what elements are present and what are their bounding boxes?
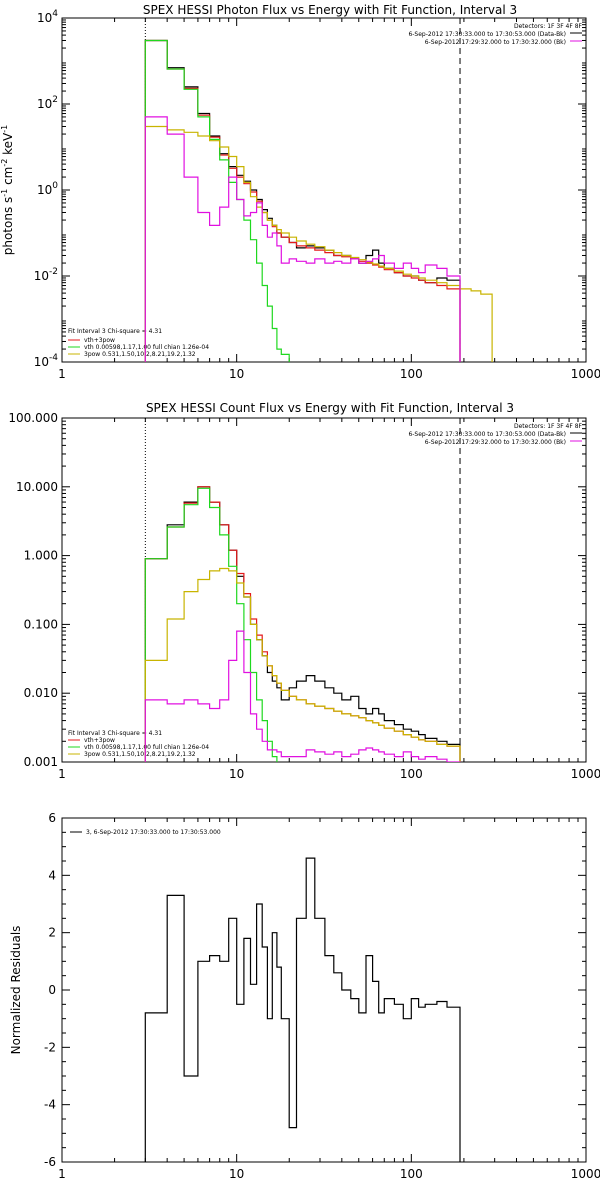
- series-3pow-line: [144, 125, 493, 362]
- x-tick-label: 100: [400, 367, 423, 381]
- photon-flux-panel: SPEX HESSI Photon Flux vs Energy with Fi…: [0, 3, 600, 381]
- y-tick-label: 6: [48, 811, 56, 825]
- photon-y-label-1: photons s: [1, 197, 15, 256]
- series-vth-3pow-line: [144, 486, 461, 762]
- y-tick-label: 100: [37, 181, 58, 197]
- count-databk-label: 6-Sep-2012 17:30:33.000 to 17:30:53.000 …: [408, 431, 566, 438]
- y-tick-label: 10-4: [34, 353, 59, 369]
- y-tick-label: -4: [44, 1098, 56, 1112]
- residuals-legend-label: 3, 6-Sep-2012 17:30:33.000 to 17:30:53.0…: [86, 829, 221, 836]
- x-tick-label: 10: [229, 1167, 244, 1181]
- photon-plot-frame: [61, 17, 587, 363]
- y-tick-label: 0.010: [24, 686, 58, 700]
- photon-y-label-3: cm: [1, 167, 15, 189]
- photon-chart-title: SPEX HESSI Photon Flux vs Energy with Fi…: [143, 3, 517, 17]
- series-vth-3pow-line: [144, 39, 461, 362]
- x-tick-label: 100: [400, 1167, 423, 1181]
- count-plot-frame: [61, 417, 587, 763]
- count-fit-item-2: vth 0.00598,1.17,1.00 full chian 1.26e-0…: [84, 744, 209, 751]
- x-tick-label: 10: [229, 767, 244, 781]
- series-3-6-sep-2012-17-30-33-000-to-17-30-53-000-line: [144, 857, 461, 1162]
- count-detectors-label: Detectors: 1F 3F 4F 8F: [514, 423, 583, 430]
- y-tick-label: 102: [37, 95, 58, 111]
- x-tick-label: 1: [58, 767, 66, 781]
- photon-fit-item-1: vth+3pow: [84, 337, 115, 344]
- y-tick-label: 100.000: [8, 411, 58, 425]
- series-bk-line: [144, 116, 461, 362]
- count-fit-item-1: vth+3pow: [84, 737, 115, 744]
- y-tick-label: 104: [37, 9, 58, 25]
- residuals-plot-frame: [61, 817, 587, 1163]
- count-fit-head: Fit Interval 3 Chi-square = 4.31: [68, 730, 162, 737]
- y-tick-label: -2: [44, 1040, 56, 1054]
- series-data-bk-line: [144, 486, 461, 762]
- y-tick-label: 10-2: [34, 267, 58, 283]
- svg-text:photons s-1 cm-2 keV-1: photons s-1 cm-2 keV-1: [0, 125, 15, 256]
- y-tick-label: 0: [48, 983, 56, 997]
- x-tick-label: 1: [58, 367, 66, 381]
- photon-fit-item-3: 3pow 0.531,1.50,10.2,8.21,19.2,1.32: [84, 351, 196, 358]
- y-tick-label: 1.000: [24, 549, 58, 563]
- y-tick-label: -6: [44, 1155, 56, 1169]
- photon-detectors-label: Detectors: 1F 3F 4F 8F: [514, 23, 583, 30]
- residuals-panel: 3, 6-Sep-2012 17:30:33.000 to 17:30:53.0…: [9, 811, 600, 1181]
- x-tick-label: 1: [58, 1167, 66, 1181]
- photon-y-label-6: -1: [0, 125, 9, 133]
- photon-y-label-5: keV: [1, 132, 15, 159]
- y-tick-label: 4: [48, 868, 56, 882]
- count-bk-label: 6-Sep-2012 17:29:32.000 to 17:30:32.000 …: [425, 439, 566, 446]
- photon-y-label: photons s-1 cm-2 keV-1: [0, 125, 15, 256]
- photon-bk-label: 6-Sep-2012 17:29:32.000 to 17:30:32.000 …: [425, 39, 566, 46]
- x-tick-label: 10: [229, 367, 244, 381]
- photon-y-label-2: -1: [0, 189, 9, 197]
- x-tick-label: 100: [400, 767, 423, 781]
- x-tick-label: 1000: [571, 767, 600, 781]
- series-3pow-line: [144, 567, 461, 762]
- photon-y-label-4: -2: [0, 159, 9, 167]
- photon-fit-head: Fit Interval 3 Chi-square = 4.31: [68, 328, 162, 335]
- y-tick-label: 10.000: [16, 480, 58, 494]
- count-fit-item-3: 3pow 0.531,1.50,10.2,8.21,19.2,1.32: [84, 751, 196, 758]
- series-data-bk-line: [144, 39, 461, 362]
- residuals-y-label: Normalized Residuals: [9, 926, 23, 1055]
- series-vth-line: [144, 39, 290, 362]
- count-flux-panel: SPEX HESSI Count Flux vs Energy with Fit…: [8, 401, 600, 781]
- y-tick-label: 2: [48, 926, 56, 940]
- count-chart-title: SPEX HESSI Count Flux vs Energy with Fit…: [146, 401, 514, 415]
- photon-databk-label: 6-Sep-2012 17:30:33.000 to 17:30:53.000 …: [408, 31, 566, 38]
- photon-fit-item-2: vth 0.00598,1.17,1.00 full chian 1.26e-0…: [84, 344, 209, 351]
- x-tick-label: 1000: [571, 367, 600, 381]
- x-tick-label: 1000: [571, 1167, 600, 1181]
- series-vth-line: [144, 487, 278, 762]
- series-bk-line: [144, 630, 461, 762]
- y-tick-label: 0.100: [24, 617, 58, 631]
- y-tick-label: 0.001: [24, 755, 58, 769]
